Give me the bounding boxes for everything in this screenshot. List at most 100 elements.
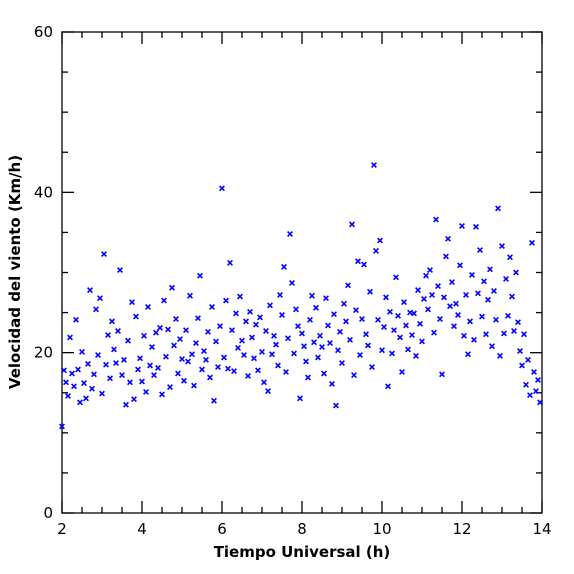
x-tick-label: 10 [372,520,391,538]
data-point [365,342,371,349]
data-point [131,396,137,403]
data-point [249,334,255,341]
data-point [339,360,345,367]
y-tick-label: 0 [43,504,53,522]
data-point [103,361,109,368]
data-point [515,319,521,326]
data-point [139,378,145,385]
data-point [419,338,425,345]
data-point [511,328,517,334]
data-point [145,304,151,310]
data-point [213,338,219,345]
data-point [525,356,531,363]
data-point [513,269,519,276]
data-point [279,312,285,318]
data-point [193,340,199,347]
data-point [181,377,187,384]
data-point [105,332,111,338]
x-tick-label: 12 [452,520,471,538]
data-point [137,355,143,362]
y-tick-label: 60 [34,23,53,41]
data-point [385,383,391,390]
data-point [471,336,477,343]
data-point [197,272,203,279]
data-point [315,354,321,361]
axis-tick-labels: 2 4 6 8 10 12 14 0 20 40 60 [34,23,552,538]
data-point [205,328,211,335]
data-point [237,293,243,300]
data-point [387,308,393,315]
data-point [435,283,441,290]
data-point [253,321,259,328]
y-axis-label: Velocidad del viento (Km/h) [6,155,24,389]
x-tick-label: 8 [297,520,307,538]
data-point [533,388,539,395]
data-point [319,344,325,351]
data-point [73,316,79,323]
data-point [155,364,161,371]
data-point [99,390,105,397]
data-point [331,311,337,318]
data-point [69,370,75,377]
data-point [329,380,335,387]
data-point [267,302,273,309]
data-point [247,308,253,315]
data-point [375,316,381,323]
data-point [263,328,269,334]
data-point [177,336,183,343]
data-point [531,368,537,375]
data-point [125,337,131,344]
data-point [245,372,251,379]
data-point [191,382,197,389]
data-point [509,293,515,300]
data-point [185,358,191,365]
data-point [479,313,485,320]
data-point [439,371,445,378]
data-point [323,295,329,302]
data-point [159,391,165,398]
data-point [59,423,65,430]
data-point [117,267,123,274]
data-point [85,360,91,367]
data-point [187,292,193,299]
data-point [297,395,303,402]
data-point [521,331,527,338]
data-point [489,343,495,350]
data-point [535,376,541,383]
data-point [361,261,367,268]
data-point [461,332,467,339]
data-point [123,401,129,408]
data-point [345,282,351,289]
data-point [269,351,275,358]
data-point [483,331,489,338]
data-point [501,330,507,337]
data-point [421,295,427,302]
data-point [493,316,499,323]
data-point [293,306,299,313]
data-point [497,352,503,359]
data-point [495,205,501,212]
data-point [455,312,461,318]
data-point [143,388,149,395]
data-point [83,395,89,402]
data-point [171,342,177,349]
data-point [481,278,487,285]
data-point [183,327,189,334]
data-point [127,379,133,386]
data-point [433,216,439,223]
data-point [289,279,295,286]
data-point [163,353,169,360]
data-point [441,294,447,301]
data-point [219,185,225,192]
data-point [383,294,389,301]
data-point [261,379,267,386]
data-point [301,343,307,350]
data-point [371,162,377,169]
data-point [449,279,455,286]
x-tick-label: 14 [532,520,551,538]
data-point [97,295,103,302]
data-point [431,329,437,336]
data-point [209,304,215,310]
data-point [415,287,421,294]
